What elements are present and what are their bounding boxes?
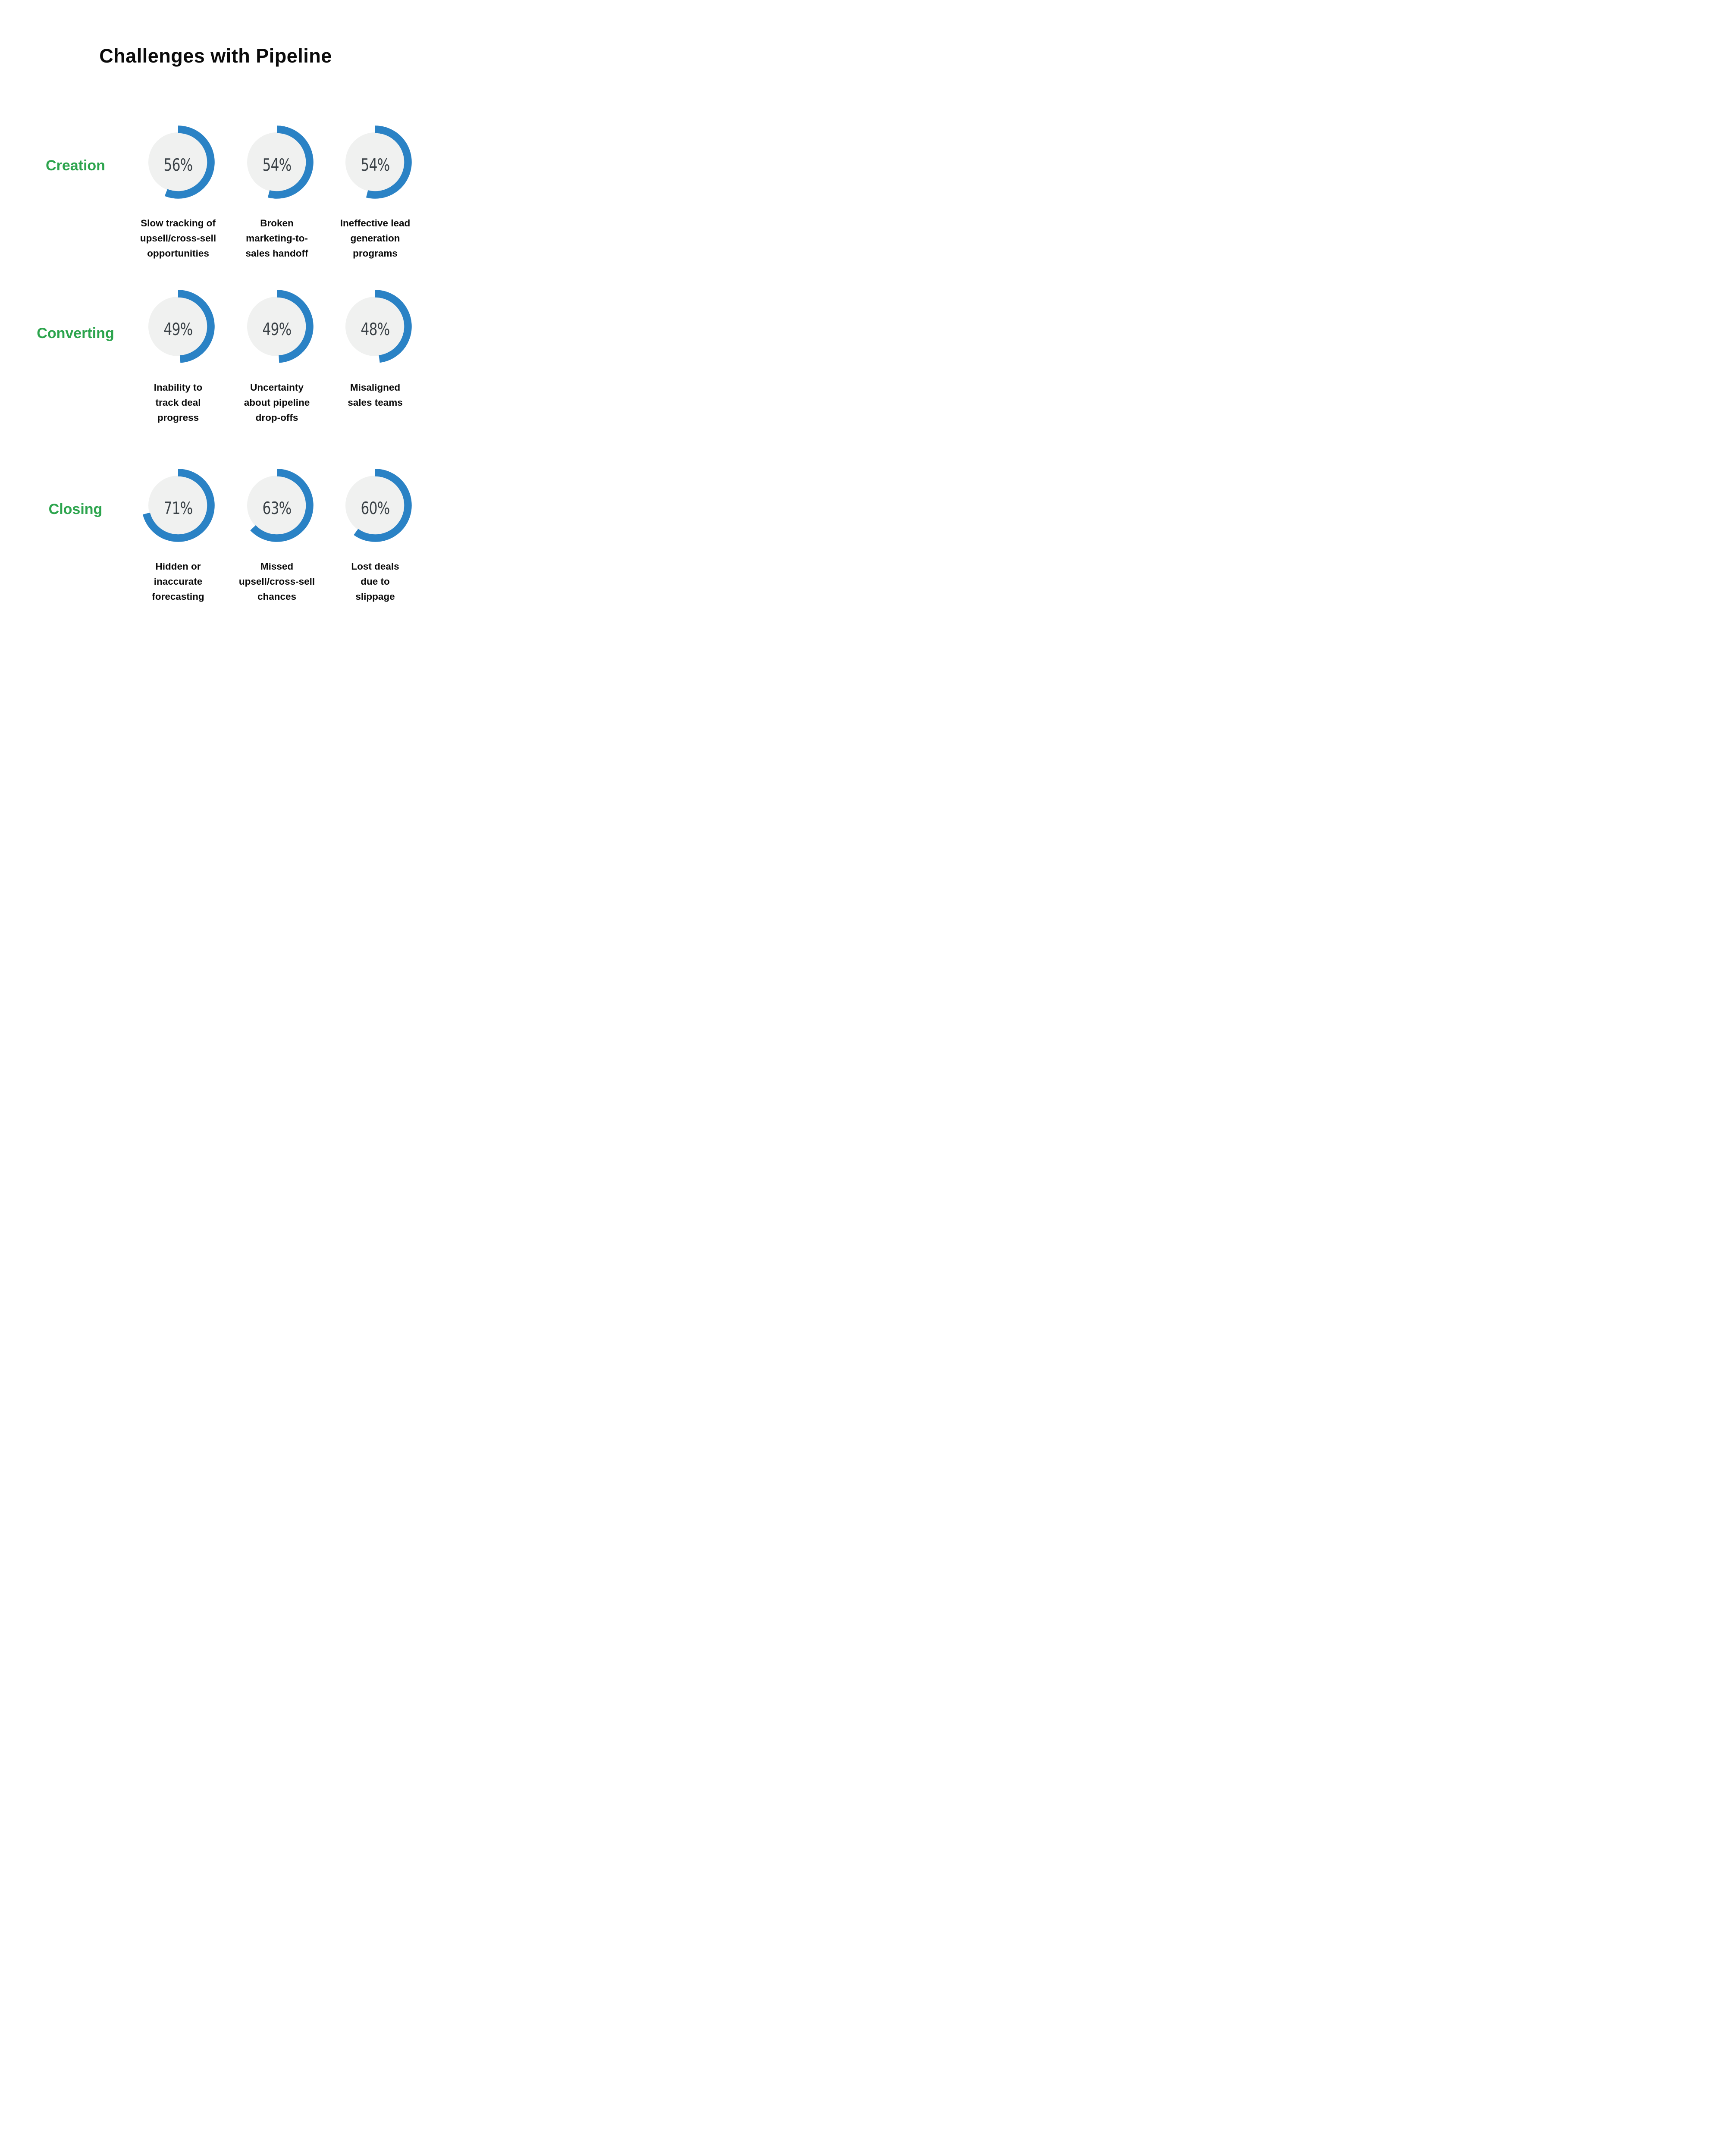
donut-progress-arc bbox=[142, 469, 215, 542]
stat-percentage: 71% bbox=[163, 499, 193, 518]
donut-chart bbox=[148, 290, 215, 363]
donut-chart bbox=[142, 469, 215, 542]
stat-caption: Inability to track deal progress bbox=[154, 382, 203, 423]
stat-percentage: 54% bbox=[262, 156, 292, 175]
stat-card: 60% Lost deals due to slippage bbox=[326, 467, 425, 604]
stat-percentage: 54% bbox=[361, 156, 390, 175]
stat-card: 54% Broken marketing-to- sales handoff bbox=[227, 124, 326, 261]
stat-percentage: 63% bbox=[262, 499, 292, 518]
stat-card: 48% Misaligned sales teams bbox=[326, 288, 425, 410]
row-label-closing: Closing bbox=[48, 501, 103, 517]
donut-background-circle bbox=[247, 297, 307, 356]
donut-chart bbox=[345, 469, 412, 542]
stat-caption: Missed upsell/cross-sell chances bbox=[238, 561, 315, 602]
stat-caption: Misaligned sales teams bbox=[348, 382, 403, 408]
donut-progress-arc bbox=[267, 125, 314, 199]
donut-progress-arc bbox=[354, 469, 412, 542]
stat-card: 56% Slow tracking of upsell/cross-sell o… bbox=[129, 124, 228, 261]
donut-background-circle bbox=[148, 132, 208, 192]
donut-progress-arc bbox=[178, 290, 215, 363]
donut-chart bbox=[148, 125, 215, 199]
stat-caption: Slow tracking of upsell/cross-sell oppor… bbox=[140, 218, 216, 259]
donut-progress-arc bbox=[366, 125, 412, 199]
stat-caption: Lost deals due to slippage bbox=[351, 561, 399, 602]
donut-background-circle bbox=[148, 476, 208, 535]
donut-progress-arc bbox=[164, 125, 215, 199]
stat-caption: Uncertainty about pipeline drop-offs bbox=[244, 382, 310, 423]
donut-chart bbox=[247, 125, 314, 199]
donut-background-circle bbox=[247, 476, 307, 535]
row-label-creation: Creation bbox=[46, 157, 105, 174]
donut-chart bbox=[345, 290, 412, 363]
stat-card: 49% Inability to track deal progress bbox=[129, 288, 228, 425]
stat-percentage: 60% bbox=[361, 499, 390, 518]
donut-progress-arc bbox=[375, 290, 412, 363]
infographic-canvas: Challenges with Pipeline Creation Conver… bbox=[0, 0, 431, 647]
stat-card: 71% Hidden or inaccurate forecasting bbox=[129, 467, 228, 604]
donut-background-circle bbox=[345, 476, 405, 535]
stat-percentage: 48% bbox=[361, 320, 390, 339]
stat-caption: Broken marketing-to- sales handoff bbox=[245, 218, 308, 259]
stat-caption: Hidden or inaccurate forecasting bbox=[152, 561, 204, 602]
stat-percentage: 49% bbox=[262, 320, 292, 339]
stat-percentage: 49% bbox=[163, 320, 193, 339]
stat-card: 49% Uncertainty about pipeline drop-offs bbox=[227, 288, 326, 425]
donut-progress-arc bbox=[276, 290, 314, 363]
donut-chart bbox=[247, 290, 314, 363]
donut-background-circle bbox=[345, 297, 405, 356]
stat-card: 63% Missed upsell/cross-sell chances bbox=[227, 467, 326, 604]
donut-background-circle bbox=[345, 132, 405, 192]
donut-progress-arc bbox=[250, 469, 314, 542]
donut-background-circle bbox=[148, 297, 208, 356]
stat-percentage: 56% bbox=[163, 156, 193, 175]
row-label-converting: Converting bbox=[37, 325, 114, 342]
donut-chart bbox=[345, 125, 412, 199]
stat-card: 54% Ineffective lead generation programs bbox=[326, 124, 425, 261]
stat-caption: Ineffective lead generation programs bbox=[340, 218, 411, 259]
page-title: Challenges with Pipeline bbox=[99, 45, 332, 67]
donut-chart bbox=[247, 469, 314, 542]
donut-background-circle bbox=[247, 132, 307, 192]
